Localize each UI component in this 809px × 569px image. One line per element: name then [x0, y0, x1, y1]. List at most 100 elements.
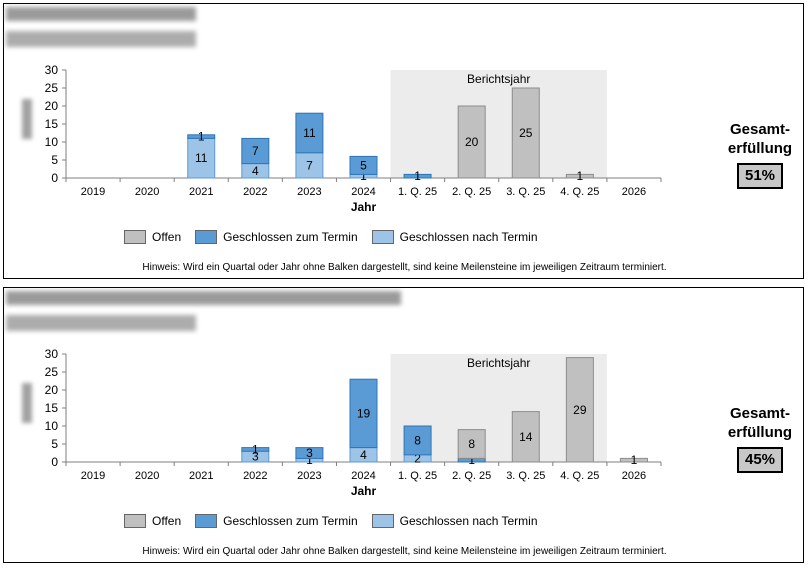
y-tick-label: 30 [45, 63, 59, 77]
x-tick-label: 1. Q. 25 [398, 470, 437, 482]
bar-value-label: 7 [252, 144, 259, 158]
fulfillment-label-line1: Gesamt- [729, 405, 791, 422]
bar-segment [187, 137, 216, 179]
y-tick-label: 5 [51, 153, 58, 167]
chart-panel-1: Berichtsjahr 0 5 10 15 20 25 30 2019 2020 2021 2022… [3, 3, 804, 279]
x-tick-label: 3. Q. 25 [506, 186, 545, 198]
bar-value-label: 20 [465, 135, 479, 149]
x-tick-label: 1. Q. 25 [398, 186, 437, 198]
bar-segment [241, 447, 270, 452]
y-tick-label: 30 [45, 347, 59, 361]
bar-value-label: 1 [468, 453, 475, 467]
redacted-title [6, 291, 401, 305]
bar-segment [295, 112, 324, 154]
x-tick-label: 2019 [81, 186, 105, 198]
legend-item-offen: Offen [124, 514, 181, 528]
x-tick-label: 2020 [135, 470, 159, 482]
chart-panel-2: Berichtsjahr 0 5 10 15 20 25 30 2019 2020 2021 2022… [3, 287, 804, 563]
bar-value-label: 1 [414, 169, 421, 183]
bar-segment [295, 152, 324, 179]
legend-item-nach-termin: Geschlossen nach Termin [371, 514, 538, 528]
bar-value-label: 1 [252, 442, 259, 456]
bar-segment [187, 134, 216, 139]
legend: Offen Geschlossen zum Termin Geschlossen… [124, 230, 552, 244]
bar-value-label: 19 [357, 406, 371, 420]
x-tick-label: 2019 [81, 470, 105, 482]
x-tick-label: 4. Q. 25 [560, 470, 599, 482]
bar-value-label: 1 [631, 453, 638, 467]
bar-segment [511, 411, 540, 463]
legend-item-zum-termin: Geschlossen zum Termin [195, 230, 358, 244]
bar-value-label: 4 [360, 448, 367, 462]
legend-swatch-zum-termin [195, 230, 218, 244]
bar-value-label: 29 [573, 403, 587, 417]
bar-segment [619, 457, 648, 463]
y-tick-label: 0 [51, 455, 58, 469]
bar-value-label: 2 [414, 451, 421, 465]
bar-value-label: 4 [252, 164, 259, 178]
x-tick-label: 2. Q. 25 [452, 470, 491, 482]
legend-item-offen: Offen [124, 230, 181, 244]
bar-value-label: 5 [360, 158, 367, 172]
fulfillment-label-line2: erfüllung [727, 140, 793, 157]
x-tick-label: 2. Q. 25 [452, 186, 491, 198]
legend-label-nach-termin: Geschlossen nach Termin [399, 514, 538, 528]
y-tick-label: 5 [51, 437, 58, 451]
x-tick-label: 2021 [189, 470, 213, 482]
legend-swatch-nach-termin [371, 230, 394, 244]
bar-segment [457, 105, 486, 179]
fulfillment-box: Gesamt- erfüllung 51% [716, 120, 804, 189]
x-tick-label: 2021 [189, 186, 213, 198]
fulfillment-label-line2: erfüllung [727, 424, 793, 441]
y-tick-label: 15 [45, 401, 59, 415]
x-tick-label: 3. Q. 25 [506, 470, 545, 482]
legend-swatch-nach-termin [371, 514, 394, 528]
redacted-title [6, 7, 196, 21]
y-tick-label: 15 [45, 117, 59, 131]
x-tick-label: 2022 [243, 470, 267, 482]
x-tick-label: 2022 [243, 186, 267, 198]
redacted-subtitle [6, 315, 196, 331]
bar-value-label: 11 [195, 151, 208, 165]
x-tick-label: 2026 [622, 186, 646, 198]
y-tick-label: 10 [45, 135, 59, 149]
legend-item-nach-termin: Geschlossen nach Termin [371, 230, 538, 244]
y-tick-label: 10 [45, 419, 59, 433]
bar-value-label: 25 [519, 126, 533, 140]
legend-label-nach-termin: Geschlossen nach Termin [399, 230, 538, 244]
berichtsjahr-band [390, 70, 607, 178]
x-tick-label: 2024 [351, 470, 375, 482]
legend-label-offen: Offen [152, 230, 182, 244]
bar-value-label: 14 [519, 430, 533, 444]
legend-label-zum-termin: Geschlossen zum Termin [223, 230, 358, 244]
fulfillment-label-line1: Gesamt- [729, 121, 791, 138]
fulfillment-value: 51% [737, 163, 783, 189]
y-tick-label: 20 [45, 99, 59, 113]
legend-item-zum-termin: Geschlossen zum Termin [195, 514, 358, 528]
x-tick-label: 2024 [351, 186, 375, 198]
bar-chart-2: Berichtsjahr 0 5 10 15 20 25 30 2019 2020 2021 2022… [45, 347, 662, 498]
y-tick-label: 0 [51, 171, 58, 185]
x-tick-label: 2023 [297, 186, 321, 198]
legend: Offen Geschlossen zum Termin Geschlossen… [124, 514, 552, 528]
bar-segment [295, 447, 324, 459]
fulfillment-box: Gesamt- erfüllung 45% [716, 404, 804, 473]
x-tick-label: 2020 [135, 186, 159, 198]
legend-label-zum-termin: Geschlossen zum Termin [223, 514, 358, 528]
x-tick-label: 4. Q. 25 [560, 186, 599, 198]
bar-segment [241, 137, 270, 165]
bar-segment [349, 378, 378, 449]
legend-label-offen: Offen [152, 514, 182, 528]
legend-swatch-offen [124, 230, 146, 244]
bar-segment [403, 173, 432, 179]
y-tick-label: 20 [45, 383, 59, 397]
bar-value-label: 1 [360, 169, 367, 183]
footnote: Hinweis: Wird ein Quartal oder Jahr ohne… [142, 262, 667, 273]
bar-segment [349, 155, 378, 175]
bar-value-label: 3 [252, 450, 259, 464]
redacted-y-axis-label [22, 383, 32, 423]
bar-segment [511, 87, 540, 179]
berichtsjahr-label: Berichtsjahr [467, 72, 530, 86]
redacted-y-axis-label [22, 99, 32, 139]
